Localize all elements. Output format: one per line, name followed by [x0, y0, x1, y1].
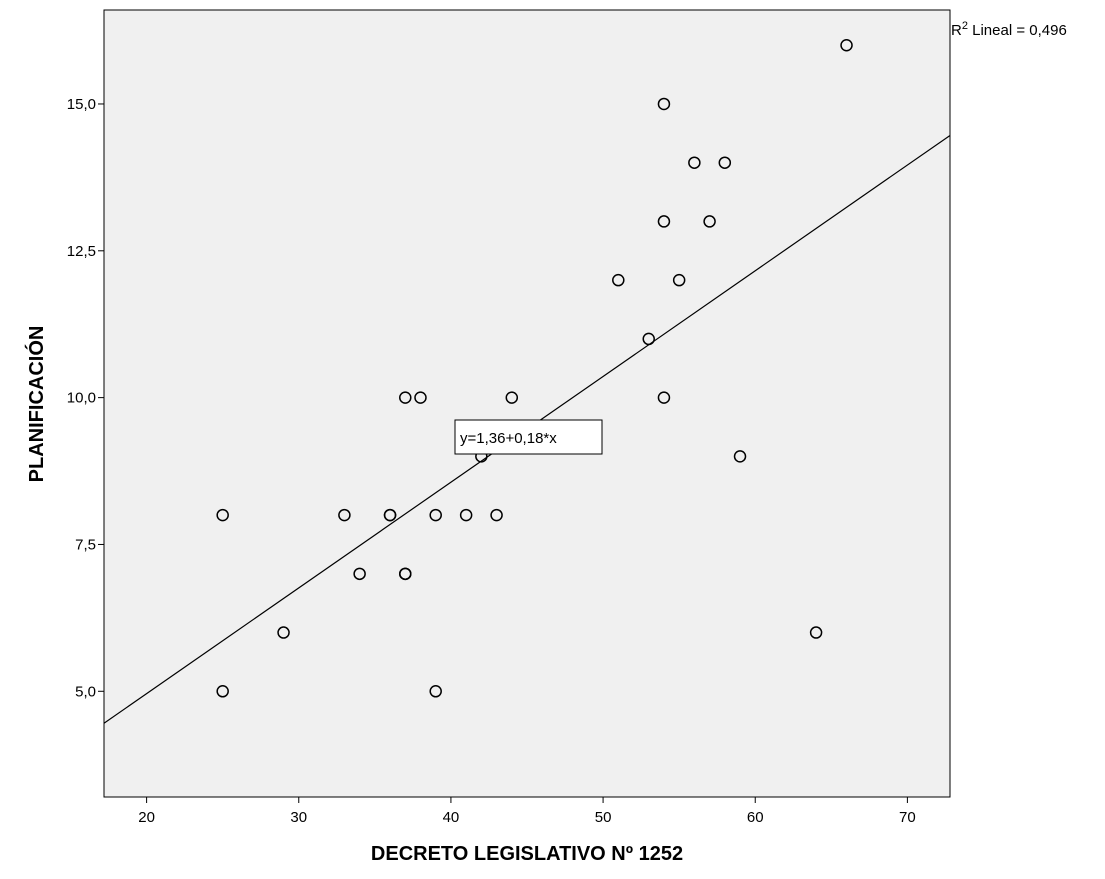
regression-equation-label: y=1,36+0,18*x: [454, 419, 603, 455]
data-point: [657, 97, 671, 111]
data-point: [840, 38, 853, 52]
data-point: [809, 626, 823, 639]
data-point: [414, 391, 427, 404]
data-point: [216, 508, 229, 522]
data-point: [642, 332, 655, 346]
x-tick-label: 30: [290, 809, 307, 826]
data-point: [688, 156, 701, 169]
y-tick-label: 7,5: [75, 536, 96, 553]
data-point: [612, 273, 625, 287]
data-point: [490, 508, 503, 522]
data-point: [505, 391, 519, 404]
x-tick-label: 60: [747, 809, 764, 826]
data-point: [399, 391, 412, 404]
data-point: [383, 508, 397, 522]
data-point: [216, 685, 229, 698]
y-axis-title: PLANIFICACIÓN: [24, 326, 48, 483]
data-point: [703, 215, 716, 228]
data-point: [657, 215, 671, 228]
data-point: [672, 273, 686, 287]
y-tick-label: 12,5: [67, 243, 96, 260]
equation-text: y=1,36+0,18*x: [460, 430, 557, 447]
y-tick-label: 10,0: [67, 390, 96, 407]
data-point: [277, 626, 290, 639]
data-point: [459, 508, 473, 522]
data-point: [718, 156, 732, 169]
data-point: [429, 685, 442, 698]
data-point: [429, 508, 442, 522]
x-tick-label: 20: [138, 809, 155, 826]
data-point: [353, 567, 366, 581]
y-tick-label: 15,0: [67, 96, 96, 113]
data-point: [657, 391, 671, 404]
x-tick-label: 70: [899, 809, 916, 826]
data-point: [338, 508, 351, 522]
data-point: [399, 567, 412, 581]
plot-area: [103, 9, 951, 798]
y-tick-label: 5,0: [75, 683, 96, 700]
x-tick-label: 50: [595, 809, 612, 826]
r-squared-label: R2 Lineal = 0,496: [951, 20, 1067, 39]
equation-box: [454, 419, 603, 455]
data-point: [733, 450, 747, 463]
x-axis-title: DECRETO LEGISLATIVO Nº 1252: [371, 843, 683, 865]
x-tick-label: 40: [443, 809, 460, 826]
